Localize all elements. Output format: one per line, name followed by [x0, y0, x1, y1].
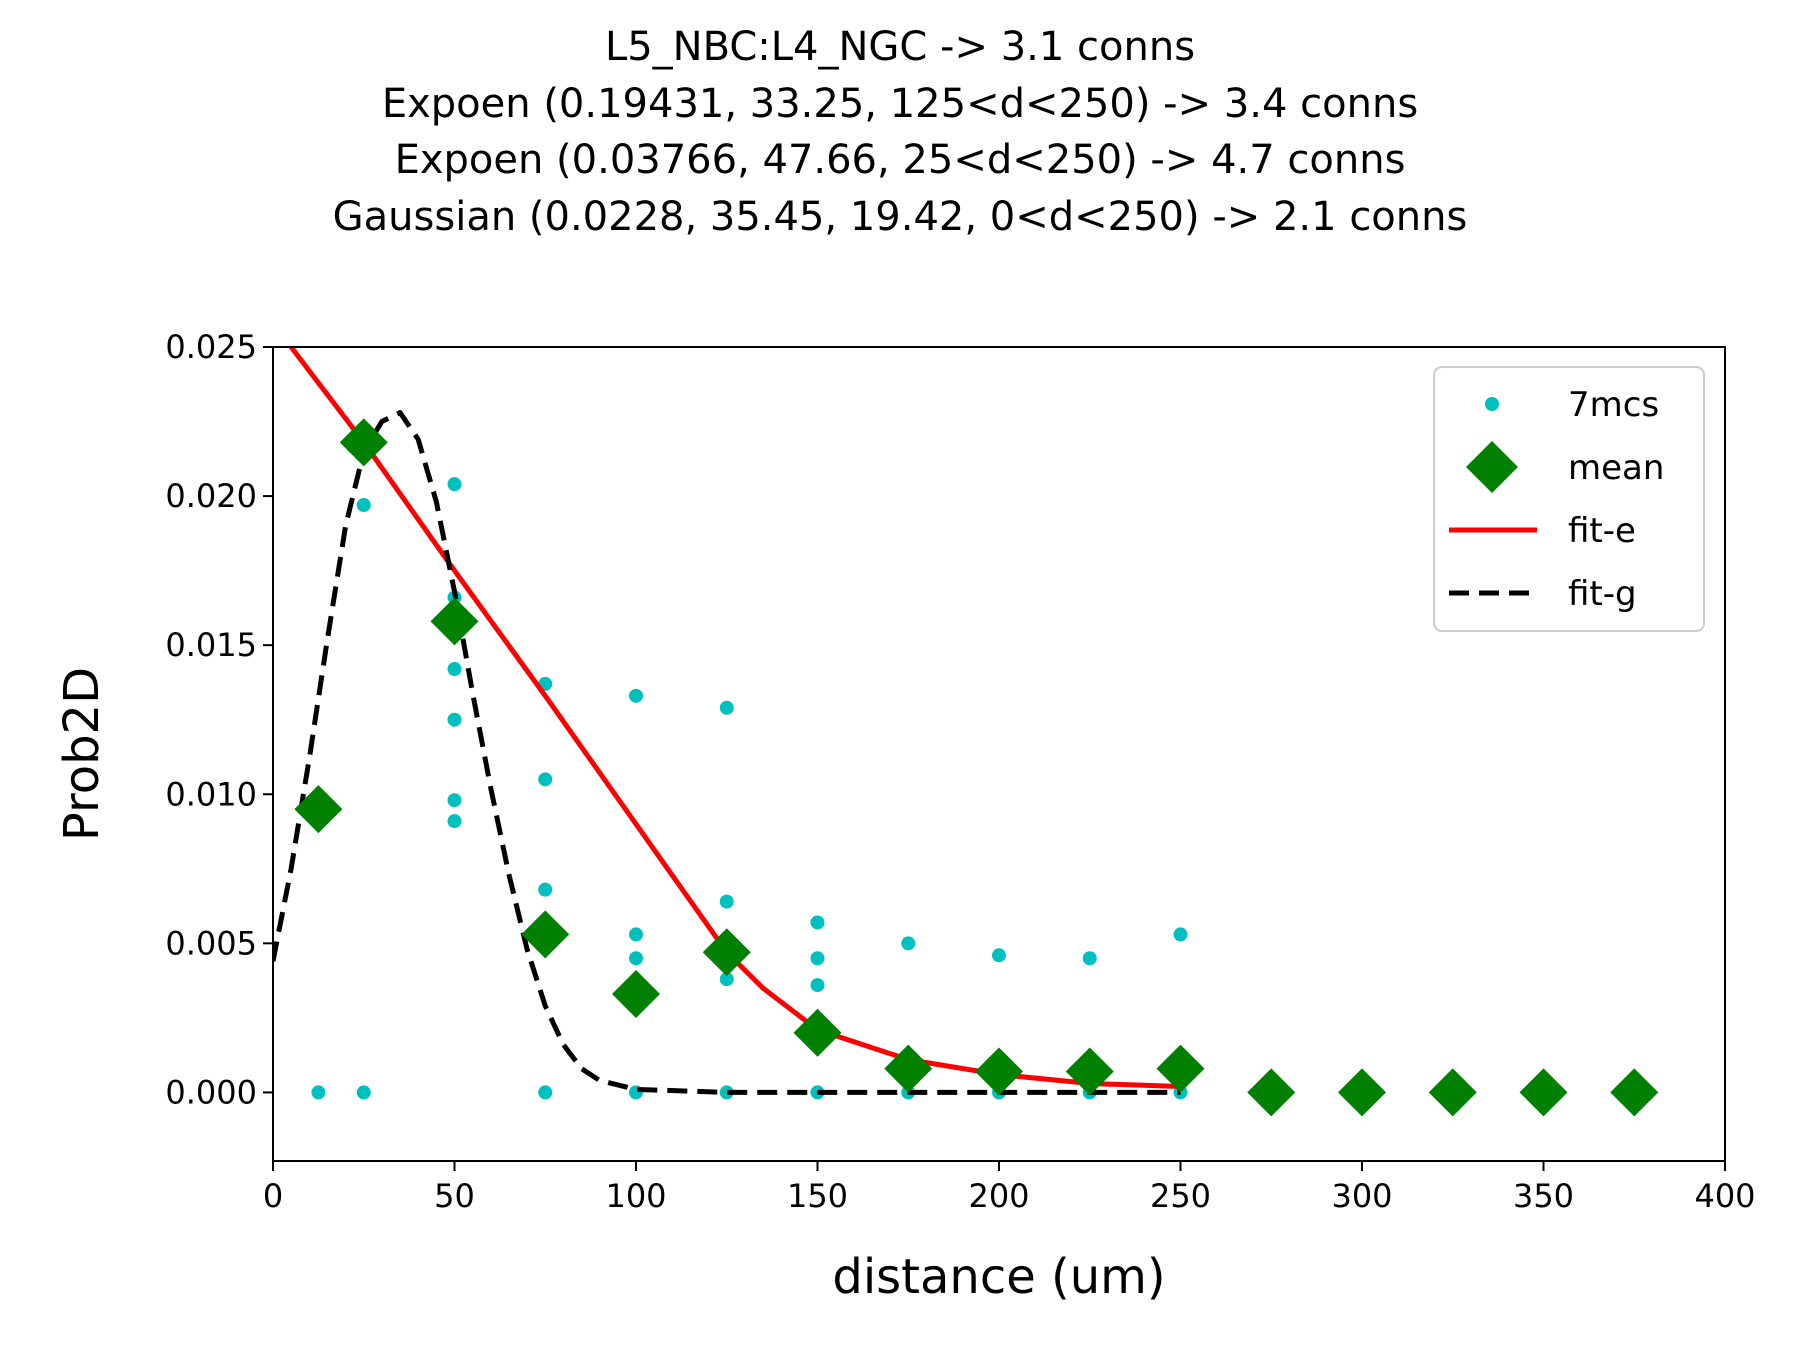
point-mean: [1156, 1044, 1205, 1093]
x-axis: 0 50 100 150 200 250 300 350 400: [263, 1161, 1756, 1215]
point-mean: [521, 910, 570, 959]
y-axis-label: Prob2D: [54, 667, 110, 841]
plot-area: [273, 347, 1659, 1117]
point-7mcs: [447, 477, 462, 492]
x-tick-label: 250: [1150, 1177, 1211, 1215]
point-mean: [1338, 1068, 1386, 1117]
point-mean: [1247, 1068, 1296, 1117]
point-7mcs: [1082, 951, 1097, 966]
point-7mcs: [1173, 927, 1188, 942]
point-7mcs: [719, 700, 734, 715]
y-tick-label: 0.020: [165, 477, 257, 515]
y-tick-label: 0.025: [165, 328, 257, 366]
legend-marker-7mcs: [1485, 397, 1499, 411]
line-fit-g: [273, 410, 1181, 1095]
point-7mcs: [447, 793, 462, 808]
x-tick-label: 300: [1331, 1177, 1392, 1215]
x-tick-label: 50: [434, 1177, 475, 1215]
point-mean: [430, 597, 479, 646]
point-7mcs: [629, 688, 643, 703]
point-mean: [1519, 1068, 1568, 1117]
point-mean: [702, 928, 751, 977]
legend-label-fit-e: fit-e: [1568, 511, 1636, 551]
point-7mcs: [719, 1085, 734, 1100]
point-7mcs: [992, 948, 1006, 963]
point-mean: [975, 1047, 1023, 1096]
point-mean: [339, 418, 388, 467]
point-7mcs: [538, 772, 553, 787]
point-7mcs: [447, 814, 462, 829]
x-tick-label: 200: [968, 1177, 1029, 1215]
x-tick-label: 350: [1513, 1177, 1574, 1215]
series-fit-g: [273, 410, 1181, 1095]
y-tick-label: 0.010: [165, 775, 257, 813]
point-mean: [884, 1044, 933, 1093]
point-7mcs: [447, 712, 462, 727]
title-line-1: L5_NBC:L4_NGC -> 3.1 conns: [605, 24, 1195, 70]
point-7mcs: [447, 662, 462, 677]
x-tick-label: 150: [787, 1177, 848, 1215]
point-7mcs: [719, 894, 734, 909]
point-mean: [793, 1008, 842, 1057]
point-7mcs: [901, 936, 916, 951]
legend-label-7mcs: 7mcs: [1568, 385, 1659, 425]
legend-marker-mean: [1466, 441, 1518, 493]
legend-label-fit-g: fit-g: [1568, 574, 1637, 614]
point-7mcs: [311, 1085, 326, 1100]
point-7mcs: [810, 978, 825, 993]
y-axis: 0.000 0.005 0.010 0.015 0.020 0.025: [165, 328, 273, 1111]
title-line-3: Expoen (0.03766, 47.66, 25<d<250) -> 4.7…: [395, 137, 1406, 183]
legend-label-mean: mean: [1568, 448, 1664, 488]
point-mean: [1428, 1068, 1477, 1117]
point-7mcs: [356, 1085, 371, 1100]
point-7mcs: [538, 882, 553, 897]
point-7mcs: [719, 972, 734, 987]
point-mean: [1610, 1068, 1659, 1117]
x-tick-label: 0: [263, 1177, 283, 1215]
title-line-4: Gaussian (0.0228, 35.45, 19.42, 0<d<250)…: [333, 194, 1468, 240]
y-tick-label: 0.015: [165, 626, 257, 664]
x-tick-label: 100: [605, 1177, 666, 1215]
legend-box: [1433, 366, 1705, 632]
chart-title: L5_NBC:L4_NGC -> 3.1 conns Expoen (0.194…: [333, 24, 1468, 240]
y-tick-label: 0.005: [165, 924, 257, 962]
point-mean: [294, 785, 343, 834]
point-7mcs: [629, 951, 643, 966]
point-7mcs: [810, 915, 825, 930]
point-7mcs: [810, 951, 825, 966]
point-mean: [1065, 1047, 1114, 1096]
point-7mcs: [356, 498, 371, 513]
point-7mcs: [629, 927, 643, 942]
point-mean: [612, 970, 660, 1019]
legend: 7mcs mean fit-e fit-g: [1433, 366, 1705, 632]
series-mean: [294, 418, 1659, 1117]
x-axis-label: distance (um): [832, 1249, 1165, 1305]
point-7mcs: [538, 1085, 553, 1100]
title-line-2: Expoen (0.19431, 33.25, 125<d<250) -> 3.…: [382, 81, 1418, 127]
y-tick-label: 0.000: [165, 1073, 257, 1111]
x-tick-label: 400: [1694, 1177, 1755, 1215]
